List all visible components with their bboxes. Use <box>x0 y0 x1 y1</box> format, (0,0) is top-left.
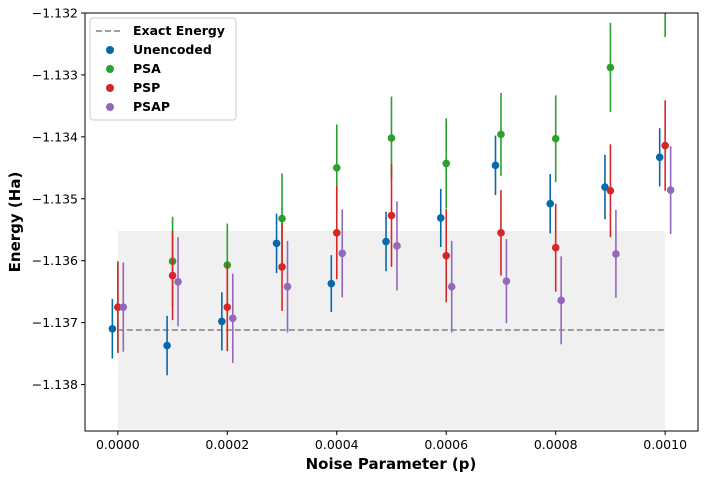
psap-point <box>174 277 182 286</box>
series-psap <box>119 146 675 363</box>
psa-point <box>661 1 669 9</box>
psap-point <box>557 296 565 305</box>
x-tick-label: 0.0004 <box>315 437 359 452</box>
psap-point <box>119 303 128 311</box>
x-tick-label: 0.0006 <box>424 437 468 452</box>
y-axis-title: Energy (Ha) <box>6 172 24 273</box>
psap-point <box>666 186 675 194</box>
x-tick-label: 0.0008 <box>534 437 578 452</box>
psa-point <box>606 63 615 72</box>
psap-point <box>393 242 401 250</box>
legend-box <box>89 17 237 121</box>
legend: Exact Energy Unencoded PSA PSP PSAP <box>89 17 237 121</box>
unencoded-point <box>382 237 390 246</box>
legend-unencoded-swatch <box>106 46 114 54</box>
psa-point <box>387 134 396 142</box>
legend-psa-label: PSA <box>133 61 161 76</box>
psa-point <box>497 130 505 139</box>
psp-point <box>606 186 615 195</box>
unencoded-point <box>218 317 226 326</box>
psp-point <box>661 141 669 150</box>
legend-exact-energy-label: Exact Energy <box>133 23 225 38</box>
psa-point <box>442 159 451 168</box>
legend-psp-label: PSP <box>133 80 160 95</box>
unencoded-point <box>327 279 336 288</box>
psap-point <box>447 282 456 291</box>
unencoded-point <box>272 239 281 248</box>
psa-point <box>278 214 286 223</box>
y-tick-label: −1.134 <box>32 129 78 144</box>
y-axis: −1.138 −1.137 −1.136 −1.135 −1.134 −1.133 −1.1… <box>32 6 85 392</box>
psp-point <box>278 263 286 271</box>
unencoded-point <box>655 153 664 162</box>
psp-point <box>332 229 341 237</box>
psap-point <box>502 277 511 285</box>
y-tick-label: −1.132 <box>32 6 78 21</box>
y-tick-label: −1.136 <box>32 253 78 268</box>
unencoded-point <box>601 183 609 191</box>
psp-point <box>497 229 505 237</box>
unencoded-point <box>491 161 500 170</box>
legend-unencoded-label: Unencoded <box>133 42 212 57</box>
y-tick-label: −1.133 <box>32 67 78 82</box>
legend-psap-swatch <box>106 103 114 111</box>
unencoded-point <box>163 341 171 350</box>
psa-point <box>332 164 341 172</box>
x-axis: 0.0000 0.0002 0.0004 0.0006 0.0008 0.0010 <box>96 431 687 452</box>
psap-point <box>228 314 237 323</box>
x-axis-title: Noise Parameter (p) <box>306 455 477 473</box>
psp-point <box>387 211 396 220</box>
psp-point <box>168 271 177 280</box>
x-tick-label: 0.0002 <box>205 437 249 452</box>
psap-point <box>612 250 620 258</box>
legend-psap-label: PSAP <box>133 99 170 114</box>
legend-psp-swatch <box>106 84 114 92</box>
psa-point <box>551 134 560 143</box>
legend-psa-swatch <box>106 65 114 73</box>
y-tick-label: −1.135 <box>32 191 78 206</box>
x-tick-label: 0.0010 <box>643 437 687 452</box>
psap-point <box>283 282 292 291</box>
y-tick-label: −1.137 <box>32 315 78 330</box>
x-tick-label: 0.0000 <box>96 437 140 452</box>
y-tick-label: −1.138 <box>32 377 78 392</box>
unencoded-point <box>436 214 445 222</box>
psp-point <box>114 303 122 311</box>
psp-point <box>551 243 560 252</box>
psap-point <box>338 249 347 258</box>
unencoded-point <box>108 325 117 333</box>
plot-frame <box>84 12 699 432</box>
psp-point <box>442 251 451 260</box>
psp-point <box>223 303 232 311</box>
unencoded-point <box>546 199 555 208</box>
series-psp <box>114 100 669 353</box>
series-unencoded <box>108 128 664 376</box>
data-layer <box>108 1 675 376</box>
